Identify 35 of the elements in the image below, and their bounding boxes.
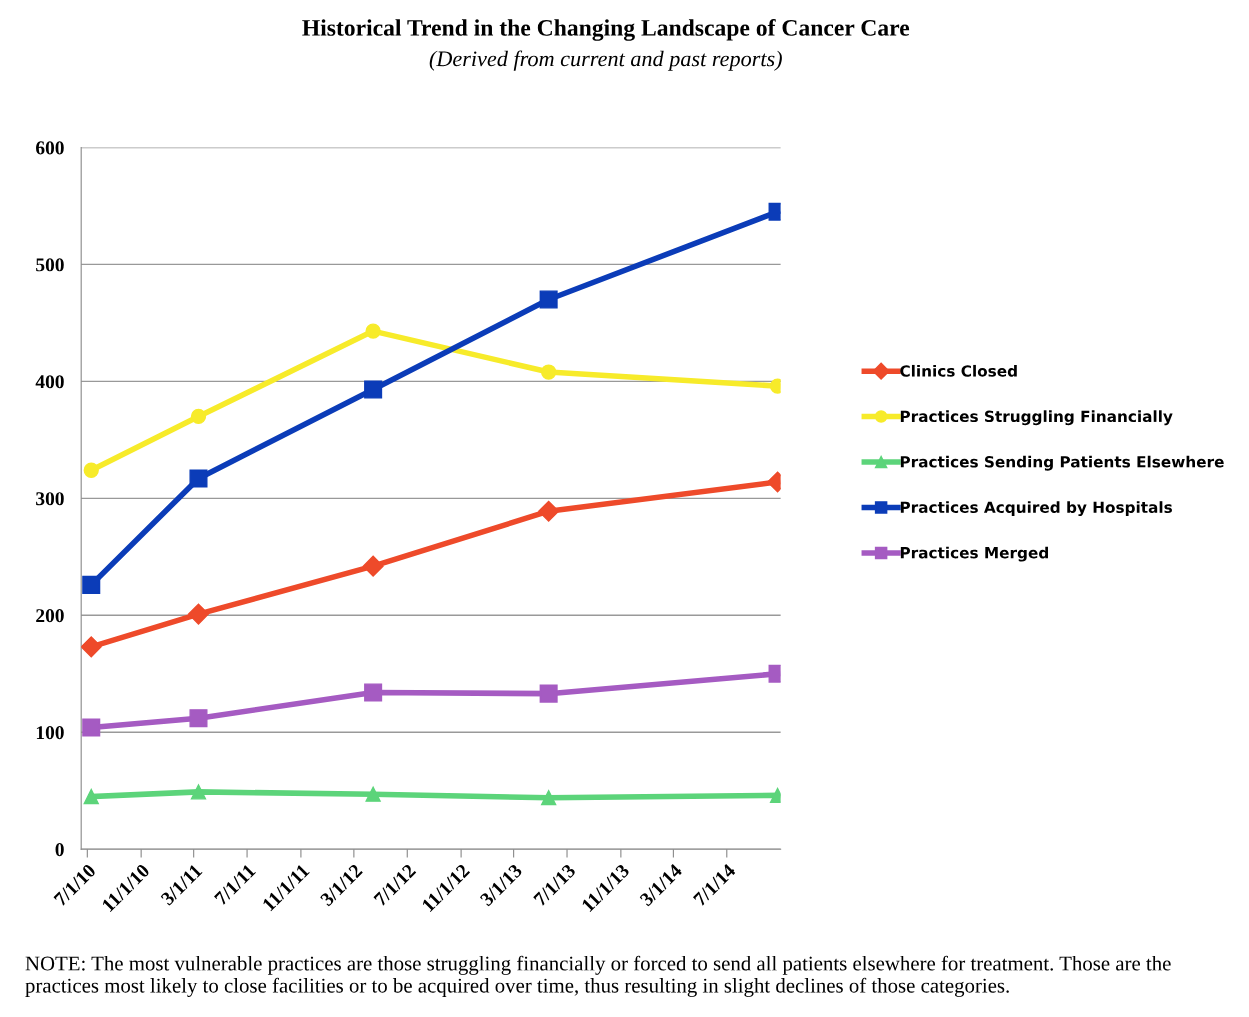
text: NOTE: The most vulnerable practices are those struggling financially or forced to send all patients elsewhere for treatment. Those are the practices most likely to close facilities or to be acquired over time, thus resulting in slight declines of those categories. <box>25 955 1171 997</box>
point <box>539 684 558 703</box>
point <box>538 500 560 522</box>
point <box>83 462 99 478</box>
legend-label: Practices Sending Patients Elsewhere <box>900 455 1224 471</box>
y-tick-label: 100 <box>36 726 64 740</box>
legend-label: Clinics Closed <box>900 364 1017 377</box>
point <box>81 636 102 658</box>
point <box>190 784 207 800</box>
point <box>364 683 383 702</box>
point <box>187 603 210 625</box>
y-tick-label: 500 <box>36 258 64 272</box>
point <box>541 790 557 806</box>
legend-label: Practices Struggling Financially <box>900 410 1173 426</box>
chart-subtitle: (Derived from current and past reports) <box>429 50 782 71</box>
point <box>83 788 99 805</box>
point <box>82 575 101 594</box>
y-tick-label: 600 <box>36 141 64 155</box>
point <box>541 364 557 380</box>
chart-title: Historical Trend in the Changing Landscape of Cancer Care <box>302 18 910 41</box>
point <box>82 718 101 737</box>
point <box>539 290 558 309</box>
point <box>189 709 208 728</box>
y-tick-label: 400 <box>35 375 64 389</box>
y-tick-label: 300 <box>36 492 64 506</box>
legend-label: Practices Merged <box>900 546 1048 562</box>
y-tick-label: 0 <box>55 843 64 857</box>
point <box>190 408 207 425</box>
legend-label: Practices Acquired by Hospitals <box>900 501 1172 517</box>
point <box>362 555 384 577</box>
point <box>364 380 383 399</box>
point <box>365 786 381 802</box>
point <box>365 323 381 339</box>
point <box>189 469 208 488</box>
y-tick-label: 200 <box>36 609 64 623</box>
